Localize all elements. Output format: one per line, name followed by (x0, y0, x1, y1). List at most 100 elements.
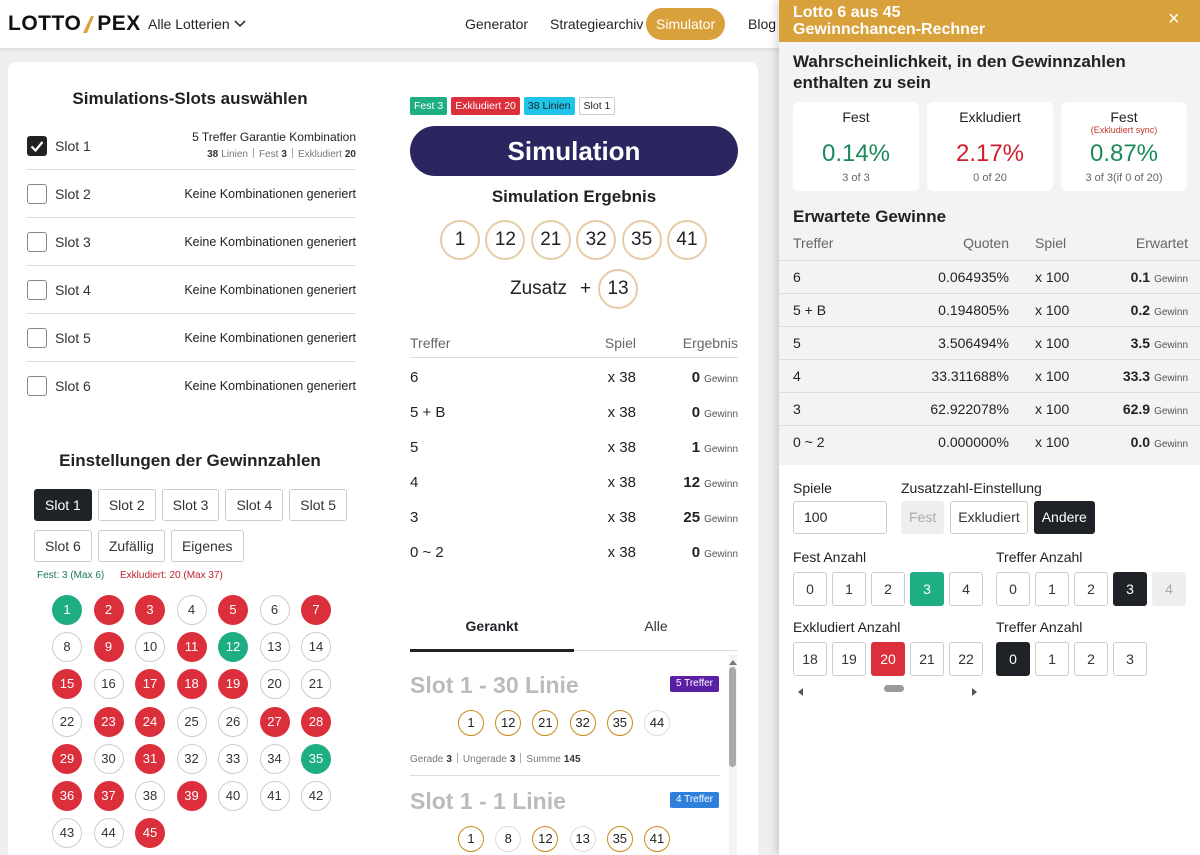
count-option[interactable]: 4 (1152, 572, 1186, 606)
number-ball[interactable]: 6 (259, 595, 290, 625)
setting-button[interactable]: Zufällig (97, 530, 165, 562)
number-ball[interactable]: 24 (135, 706, 165, 737)
number-ball[interactable]: 31 (135, 743, 165, 774)
number-ball[interactable]: 8 (52, 632, 82, 663)
number-ball[interactable]: 41 (259, 781, 290, 811)
simulation-button[interactable]: Simulation (410, 126, 738, 176)
count-option[interactable]: 1 (1035, 642, 1069, 676)
number-ball[interactable]: 26 (218, 706, 248, 737)
number-ball[interactable]: 13 (259, 632, 290, 663)
count-option[interactable]: 2 (871, 572, 905, 606)
checkbox[interactable] (27, 376, 47, 396)
chevron (234, 20, 246, 28)
number-ball[interactable]: 23 (93, 706, 124, 737)
checkbox[interactable] (27, 280, 47, 300)
checkbox[interactable] (27, 184, 47, 204)
number-ball[interactable]: 42 (301, 781, 331, 811)
count-option[interactable]: 21 (910, 642, 944, 676)
number-ball[interactable]: 33 (218, 743, 248, 774)
count-option[interactable]: 0 (996, 642, 1030, 676)
nav-link[interactable]: Generator (465, 16, 529, 32)
count-option[interactable]: 3 (1113, 572, 1147, 606)
games-input[interactable]: 100 (793, 501, 887, 534)
nav-link[interactable]: Strategiearchiv (550, 16, 644, 32)
result-ball: 12 (485, 220, 526, 260)
close-button[interactable]: × (1168, 8, 1180, 30)
bonus-option[interactable]: Exkludiert (950, 501, 1028, 534)
nav-link[interactable]: Blog (748, 16, 777, 32)
number-ball[interactable]: 44 (93, 818, 124, 849)
nav-link[interactable]: Simulator (646, 8, 726, 40)
setting-button[interactable]: Slot 6 (34, 530, 92, 562)
number-ball[interactable]: 11 (176, 632, 207, 663)
number-ball[interactable]: 34 (259, 743, 290, 774)
count-option[interactable]: 1 (1035, 572, 1069, 606)
number-ball[interactable]: 38 (135, 781, 165, 811)
count-option[interactable]: 0 (996, 572, 1030, 606)
number-ball[interactable]: 20 (259, 669, 290, 700)
number-ball[interactable]: 25 (176, 706, 207, 737)
number-ball[interactable]: 9 (93, 632, 124, 663)
number-ball[interactable]: 22 (52, 706, 82, 737)
count-option[interactable]: 0 (793, 572, 827, 606)
number-ball[interactable]: 16 (93, 669, 124, 700)
count-option[interactable]: 3 (1113, 642, 1147, 676)
count-option[interactable]: 2 (1074, 642, 1108, 676)
checkbox[interactable] (27, 232, 47, 252)
number-ball[interactable]: 30 (93, 743, 124, 774)
number-ball[interactable]: 29 (52, 743, 82, 774)
number-ball[interactable]: 12 (218, 632, 248, 663)
number-ball[interactable]: 36 (52, 781, 82, 811)
number-ball[interactable]: 2 (93, 595, 124, 625)
count-option[interactable]: 19 (832, 642, 866, 676)
number-ball[interactable]: 18 (176, 669, 207, 700)
setting-button[interactable]: Slot 1 (34, 489, 92, 521)
number-ball[interactable]: 14 (301, 632, 331, 663)
setting-button[interactable]: Slot 2 (97, 489, 156, 521)
count-option[interactable]: 1 (832, 572, 866, 606)
count-option[interactable]: 2 (1074, 572, 1108, 606)
hit-badge: 4 Treffer (669, 792, 719, 808)
count-option[interactable]: 22 (949, 642, 983, 676)
count-option[interactable]: 20 (871, 642, 905, 676)
checkbox[interactable] (27, 328, 47, 348)
count-option[interactable]: 18 (793, 642, 827, 676)
number-ball[interactable]: 4 (176, 595, 207, 625)
number-ball[interactable]: 3 (135, 595, 165, 625)
bonus-option[interactable]: Andere (1033, 501, 1095, 534)
number-ball[interactable]: 40 (218, 781, 248, 811)
number-ball[interactable]: 1 (52, 595, 82, 625)
logo[interactable]: LOTTO PEX (8, 12, 141, 36)
number-ball[interactable]: 27 (259, 706, 290, 737)
number-ball[interactable]: 10 (135, 632, 165, 663)
number-ball[interactable]: 39 (176, 781, 207, 811)
number-ball[interactable]: 17 (135, 669, 165, 700)
number-ball[interactable]: 28 (301, 706, 331, 737)
setting-button[interactable]: Slot 3 (161, 489, 220, 521)
count-option[interactable]: 4 (949, 572, 983, 606)
number-ball[interactable]: 32 (176, 743, 207, 774)
number-ball[interactable]: 35 (301, 743, 331, 774)
number-ball[interactable]: 21 (301, 669, 331, 700)
lottery-menu[interactable]: Alle Lotterien (148, 16, 247, 32)
number-ball[interactable]: 5 (218, 595, 248, 625)
setting-button[interactable]: Slot 4 (225, 489, 284, 521)
number-ball[interactable]: 37 (93, 781, 124, 811)
bonus-option[interactable]: Fest (901, 501, 945, 534)
tab[interactable]: Gerankt (410, 618, 574, 652)
tab[interactable]: Alle (644, 618, 668, 634)
number-ball[interactable]: 15 (52, 669, 82, 700)
number-ball[interactable]: 7 (301, 595, 331, 625)
number-ball[interactable]: 43 (52, 818, 82, 849)
setting-button[interactable]: Slot 5 (289, 489, 348, 521)
checkbox[interactable] (27, 136, 47, 156)
number-ball[interactable]: 19 (218, 669, 248, 700)
number-ball[interactable]: 45 (135, 818, 165, 849)
scroll-arrow (728, 653, 738, 671)
line-ball: 1 (458, 710, 484, 736)
count-option[interactable]: 3 (910, 572, 944, 606)
line-ball: 13 (569, 826, 596, 852)
setting-button[interactable]: Eigenes (170, 530, 244, 562)
